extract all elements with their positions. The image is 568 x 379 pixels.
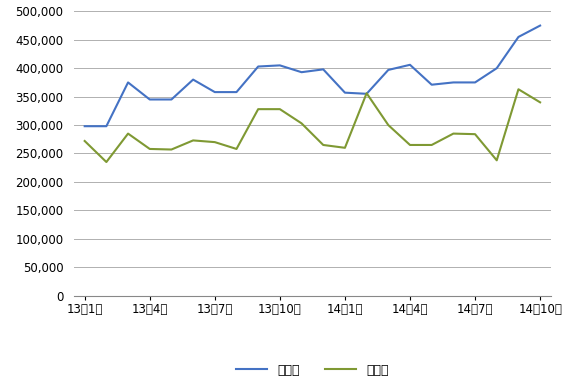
輸入額 bbox=[124, 132, 131, 136]
輸入額 bbox=[515, 87, 522, 92]
輸出額 bbox=[385, 67, 392, 72]
輸出額 bbox=[81, 124, 88, 128]
Line: 輸出額: 輸出額 bbox=[85, 26, 540, 126]
輸入額 bbox=[277, 107, 283, 111]
輸出額 bbox=[103, 124, 110, 128]
輸出額 bbox=[190, 77, 197, 82]
輸入額 bbox=[407, 143, 414, 147]
Legend: 輸出額, 輸入額: 輸出額, 輸入額 bbox=[231, 359, 394, 379]
輸出額 bbox=[341, 91, 348, 95]
輸入額 bbox=[147, 147, 153, 151]
輸出額 bbox=[363, 92, 370, 96]
輸入額 bbox=[428, 143, 435, 147]
輸入額 bbox=[537, 100, 544, 105]
輸出額 bbox=[320, 67, 327, 72]
輸出額 bbox=[255, 64, 262, 69]
輸出額 bbox=[450, 80, 457, 85]
輸入額 bbox=[168, 147, 175, 152]
輸入額 bbox=[190, 138, 197, 143]
輸入額 bbox=[298, 121, 305, 126]
輸入額 bbox=[103, 160, 110, 164]
輸出額 bbox=[211, 90, 218, 94]
輸出額 bbox=[277, 63, 283, 67]
Line: 輸入額: 輸入額 bbox=[85, 89, 540, 162]
輸入額 bbox=[450, 132, 457, 136]
輸入額 bbox=[385, 123, 392, 127]
輸出額 bbox=[537, 23, 544, 28]
輸出額 bbox=[407, 63, 414, 67]
輸出額 bbox=[168, 97, 175, 102]
輸出額 bbox=[494, 66, 500, 70]
輸出額 bbox=[124, 80, 131, 85]
輸入額 bbox=[494, 158, 500, 163]
輸出額 bbox=[298, 70, 305, 74]
輸入額 bbox=[320, 143, 327, 147]
輸入額 bbox=[255, 107, 262, 111]
輸入額 bbox=[211, 140, 218, 144]
輸入額 bbox=[363, 91, 370, 96]
輸出額 bbox=[471, 80, 478, 85]
輸出額 bbox=[515, 35, 522, 39]
輸出額 bbox=[233, 90, 240, 94]
輸入額 bbox=[233, 147, 240, 151]
輸入額 bbox=[471, 132, 478, 136]
輸入額 bbox=[341, 146, 348, 150]
輸出額 bbox=[147, 97, 153, 102]
輸出額 bbox=[428, 83, 435, 87]
輸入額 bbox=[81, 139, 88, 143]
